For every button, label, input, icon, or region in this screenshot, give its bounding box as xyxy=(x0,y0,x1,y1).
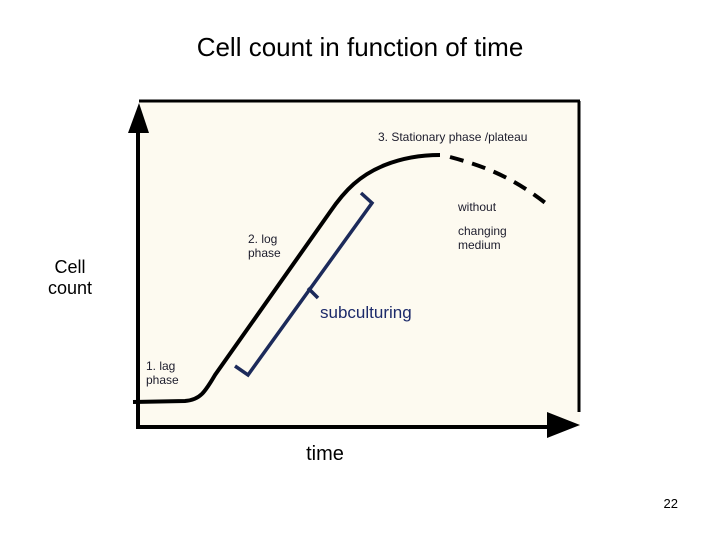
subculturing-label: subculturing xyxy=(320,303,412,322)
bracket-tick xyxy=(306,286,320,300)
plot-area xyxy=(139,101,580,427)
page-number: 22 xyxy=(663,496,678,511)
y-axis-arrow xyxy=(128,103,149,133)
changing-label: changing medium xyxy=(458,224,507,252)
x-axis-label: time xyxy=(306,443,344,465)
stationary-label: 3. Stationary phase /plateau xyxy=(378,130,528,144)
without-label: without xyxy=(458,200,497,214)
growth-curve xyxy=(132,153,441,404)
title: Cell count in function of time xyxy=(196,32,524,62)
decline-curve xyxy=(449,155,550,207)
y-axis-label: Cell count xyxy=(47,257,93,298)
x-axis-arrow xyxy=(547,412,580,438)
log-label: 2. log phase xyxy=(248,232,281,260)
lag-label: 1. lag phase xyxy=(146,359,179,387)
